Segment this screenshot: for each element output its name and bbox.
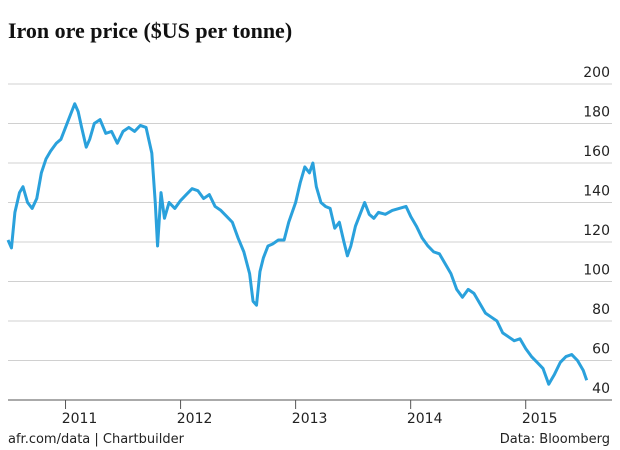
y-tick-label: 120: [583, 223, 610, 239]
y-tick-label: 180: [583, 105, 610, 121]
chart-title: Iron ore price ($US per tonne): [8, 18, 292, 43]
y-tick-label: 140: [583, 184, 610, 200]
x-tick-label: 2013: [292, 411, 328, 427]
y-tick-label: 40: [592, 381, 610, 397]
source-right: Data: Bloomberg: [500, 432, 610, 447]
source-left: afr.com/data | Chartbuilder: [8, 432, 185, 447]
price-line: [6, 102, 589, 386]
x-tick-label: 2014: [407, 411, 443, 427]
y-tick-label: 80: [592, 302, 610, 318]
y-tick-label: 60: [592, 342, 610, 358]
x-tick-label: 2012: [177, 411, 213, 427]
x-tick-label: 2015: [522, 411, 558, 427]
x-tick-label: 2011: [62, 411, 98, 427]
y-tick-label: 200: [583, 65, 610, 81]
y-tick-label: 100: [583, 263, 610, 279]
y-tick-label: 160: [583, 144, 610, 160]
